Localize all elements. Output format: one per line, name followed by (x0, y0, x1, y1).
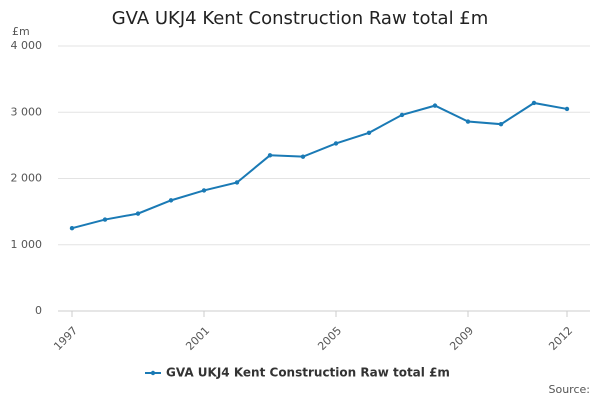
y-axis-unit: £m (12, 25, 30, 38)
data-point (498, 121, 504, 127)
data-point (366, 130, 372, 135)
data-point (564, 106, 570, 112)
x-tick-label: 2009 (447, 324, 476, 353)
y-tick-label: 0 (35, 304, 42, 317)
data-point (135, 211, 141, 216)
legend-label: GVA UKJ4 Kent Construction Raw total £m (166, 366, 450, 380)
data-point (465, 119, 471, 124)
data-point (432, 103, 438, 108)
data-point (267, 153, 273, 158)
data-point (234, 180, 240, 185)
y-tick-label: 2 000 (11, 172, 43, 185)
data-point (201, 188, 207, 193)
x-tick-label: 2001 (183, 324, 212, 353)
data-line (71, 101, 568, 230)
y-tick-label: 1 000 (11, 238, 43, 251)
x-tick-label: 2005 (315, 324, 344, 353)
data-point (69, 225, 75, 231)
data-point (168, 198, 174, 203)
data-point (102, 217, 108, 222)
y-tick-label: 4 000 (11, 39, 43, 52)
x-tick-label: 1997 (51, 324, 80, 353)
y-tick-label: 3 000 (11, 105, 43, 118)
data-point (531, 100, 537, 106)
chart-title: GVA UKJ4 Kent Construction Raw total £m (112, 8, 489, 29)
source: Source: (549, 383, 591, 396)
legend-marker (150, 370, 156, 376)
data-point (300, 154, 306, 159)
data-point (399, 112, 405, 118)
x-tick-label: 2012 (546, 324, 575, 353)
data-point (333, 141, 339, 146)
